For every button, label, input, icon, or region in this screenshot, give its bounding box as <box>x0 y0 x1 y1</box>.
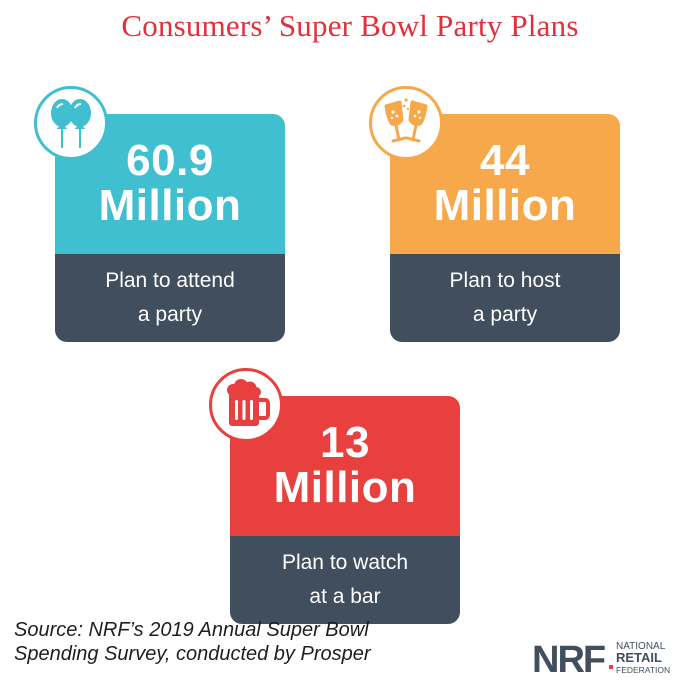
nrf-logo: NRF NATIONAL RETAIL FEDERATION <box>532 638 692 681</box>
stat-value: 44 <box>480 136 530 186</box>
stat-description-line: a party <box>472 303 538 326</box>
balloons-icon <box>34 86 108 160</box>
stat-description-line: a party <box>137 303 203 326</box>
source-line: Spending Survey, conducted by Prosper <box>14 643 371 665</box>
stat-description-line: Plan to attend <box>105 269 235 293</box>
svg-text:NRF: NRF <box>532 639 605 678</box>
stat-unit: Million <box>433 181 577 230</box>
stat-description-line: at a bar <box>309 585 381 608</box>
svg-text:RETAIL: RETAIL <box>616 650 662 665</box>
stat-card-bar: 13 Million Plan to watch at a bar <box>230 396 460 624</box>
champagne-glasses-icon <box>369 86 443 160</box>
stat-description-panel: Plan to attend a party <box>55 254 285 342</box>
stat-description-panel: Plan to host a party <box>390 254 620 342</box>
stat-unit: Million <box>273 463 417 512</box>
source-line: Source: NRF’s 2019 Annual Super Bowl <box>14 619 369 641</box>
stat-card-attend: 60.9 Million Plan to attend a party <box>55 114 285 342</box>
chart-title: Consumers’ Super Bowl Party Plans <box>121 8 579 43</box>
stat-description-panel: Plan to watch at a bar <box>230 536 460 624</box>
svg-text:FEDERATION: FEDERATION <box>616 665 670 675</box>
beer-mug-icon <box>209 368 283 442</box>
stat-description-line: Plan to host <box>449 269 561 293</box>
stat-unit: Million <box>98 181 242 230</box>
source-note: Source: NRF’s 2019 Annual Super Bowl Spe… <box>14 618 484 666</box>
stat-value: 60.9 <box>126 136 214 186</box>
stat-description-line: Plan to watch <box>281 551 409 575</box>
svg-text:NATIONAL: NATIONAL <box>616 641 666 652</box>
stat-value: 13 <box>320 418 370 468</box>
